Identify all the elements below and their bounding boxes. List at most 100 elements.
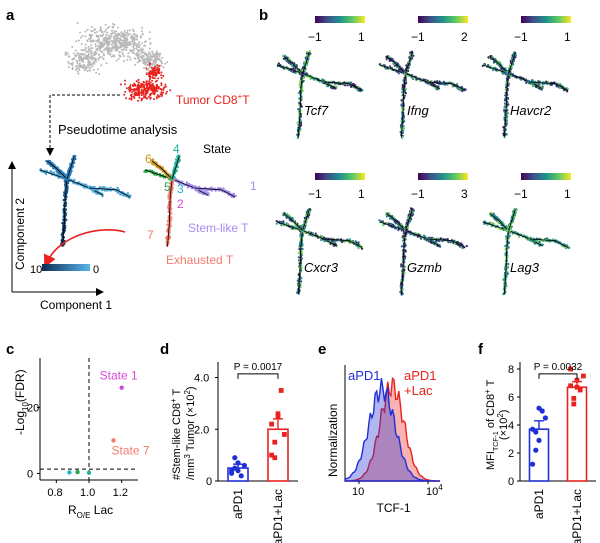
tsne-cell	[137, 92, 140, 95]
tsne-cell	[64, 53, 67, 56]
tsne-cell	[143, 66, 145, 69]
tsne-cell	[99, 55, 102, 58]
tsne-cell	[78, 54, 81, 57]
tsne-cell	[115, 43, 118, 46]
tsne-cell	[147, 72, 150, 75]
trajectory-cell	[50, 171, 53, 174]
tsne-cell	[114, 41, 117, 44]
trajectory-cell	[83, 183, 86, 186]
tsne-cell	[138, 46, 141, 49]
tsne-cell	[108, 34, 110, 37]
tsne-cell	[118, 51, 121, 54]
colorbar-min: −1	[411, 187, 425, 201]
tsne-cell	[101, 41, 104, 44]
expression-colorbar	[418, 16, 468, 23]
tsne-cell	[137, 56, 140, 59]
tsne-cell	[117, 37, 120, 40]
tsne-cell	[148, 59, 151, 62]
state-3-label: 3	[177, 182, 184, 196]
tsne-cell	[143, 61, 146, 64]
tsne-cell	[94, 42, 97, 45]
trajectory-line	[39, 169, 104, 196]
expression-colorbar	[418, 173, 468, 180]
tsne-cell	[140, 83, 143, 86]
trajectory-cell	[51, 162, 54, 165]
trajectory-cell	[546, 80, 550, 84]
tsne-cell	[149, 94, 152, 97]
trajectory-line	[405, 209, 413, 231]
tsne-cell	[71, 61, 74, 64]
trajectory-cell	[383, 64, 386, 67]
tsne-cell	[150, 58, 153, 61]
trajectory-line	[297, 230, 303, 295]
tsne-cell	[120, 48, 123, 51]
trajectory-cell	[492, 68, 495, 71]
tsne-cell	[121, 32, 124, 35]
tsne-cell	[103, 43, 106, 46]
tsne-cell	[137, 99, 140, 102]
trajectory-cell	[404, 255, 407, 258]
tsne-cell	[131, 91, 133, 94]
tsne-cell	[137, 53, 140, 56]
tsne-cell	[132, 30, 135, 33]
trajectory-cell	[166, 172, 169, 176]
tsne-cell	[145, 90, 148, 93]
trajectory-cell	[537, 80, 540, 83]
trajectory-cell	[387, 222, 390, 225]
tsne-cell	[160, 61, 163, 63]
trajectory-cell	[531, 85, 535, 88]
tsne-cell	[156, 56, 159, 59]
tsne-cell	[149, 53, 152, 55]
tsne-cell	[128, 29, 131, 32]
tsne-cell	[141, 56, 144, 59]
exhausted-label: Exhausted T	[166, 253, 234, 267]
pseudotime-trajectory	[39, 154, 132, 247]
tsne-cell	[112, 36, 115, 38]
tsne-cell	[153, 98, 155, 101]
tsne-cell	[158, 53, 161, 56]
tsne-cell	[148, 63, 151, 66]
tsne-cell	[98, 38, 101, 41]
tsne-cell	[130, 37, 133, 40]
tsne-cell	[139, 49, 142, 52]
trajectory-line	[400, 230, 406, 295]
tsne-cell	[148, 80, 151, 83]
tsne-cell	[160, 74, 163, 77]
tsne-cell	[101, 50, 103, 53]
tsne-cell	[141, 97, 144, 100]
tsne-cell	[161, 93, 163, 96]
tsne-cell	[108, 46, 111, 49]
tsne-cell	[91, 30, 94, 33]
tsne-cell	[102, 33, 104, 36]
tsne-cell	[120, 39, 123, 42]
tsne-cell	[119, 37, 121, 40]
tsne-cell	[161, 56, 164, 59]
tsne-cell	[125, 44, 128, 46]
tsne-cell	[156, 64, 159, 67]
gene-name: Tcf7	[304, 103, 329, 118]
tsne-cell	[78, 62, 81, 65]
trajectory-cell	[409, 53, 412, 56]
colorbar-min: −1	[308, 30, 322, 44]
tsne-cell	[95, 34, 98, 37]
trajectory-cell	[275, 220, 278, 223]
tsne-cell	[107, 44, 110, 47]
tsne-cell	[86, 40, 89, 42]
tsne-cell	[89, 67, 92, 69]
trajectory-cell	[401, 86, 404, 89]
tsne-cell	[148, 56, 151, 59]
trajectory-cell	[280, 224, 283, 227]
trajectory-cell	[173, 176, 176, 179]
tsne-cell	[141, 32, 144, 35]
trajectory-cell	[456, 83, 459, 86]
tsne-cell	[124, 83, 126, 86]
trajectory-cell	[388, 55, 391, 58]
trajectory-cell	[318, 80, 321, 83]
tsne-cell	[78, 39, 80, 42]
trajectory-cell	[300, 280, 303, 283]
tsne-cell	[90, 52, 93, 54]
trajectory-cell	[406, 219, 409, 222]
tsne-cell	[135, 52, 138, 55]
